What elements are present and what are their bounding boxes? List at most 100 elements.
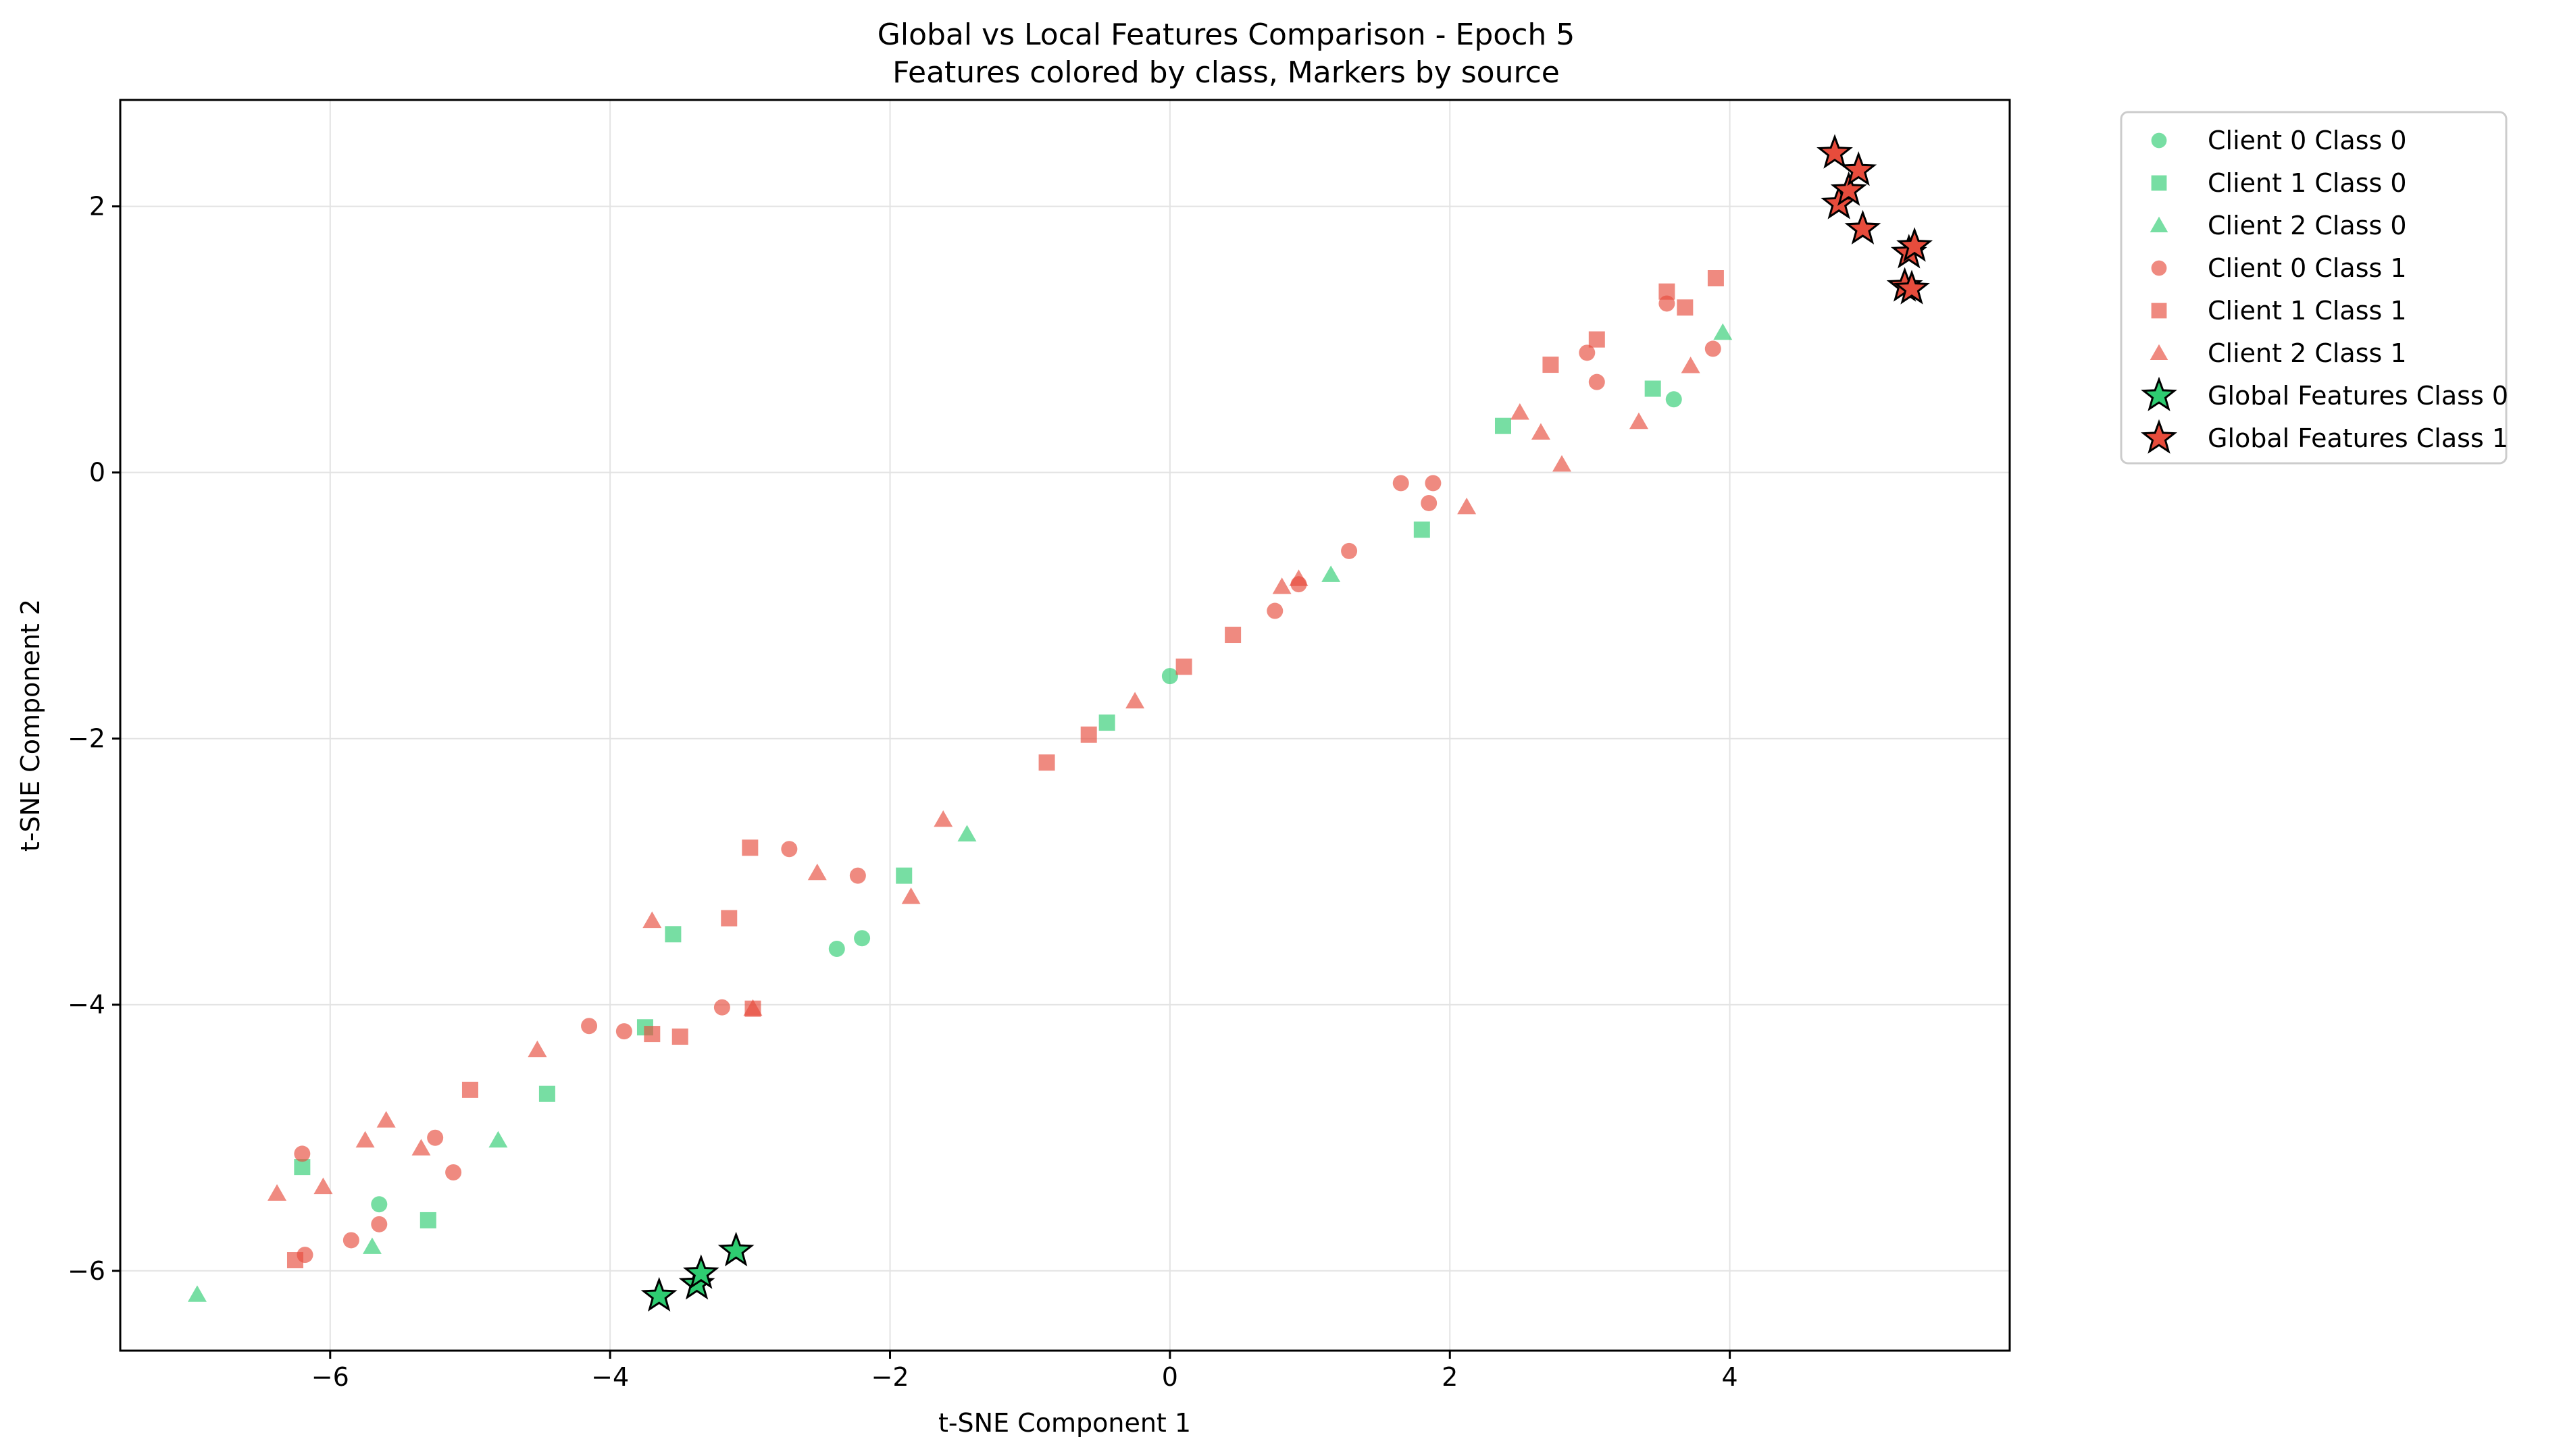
data-point — [445, 1164, 462, 1180]
legend-marker — [2141, 376, 2177, 411]
data-point — [1421, 494, 1438, 511]
data-point — [528, 1040, 547, 1058]
data-point — [1080, 726, 1097, 743]
legend-marker — [2150, 216, 2168, 232]
data-point — [1588, 331, 1605, 348]
y-axis-label: t-SNE Component 2 — [16, 599, 45, 852]
data-point — [1644, 380, 1661, 397]
legend-label: Client 1 Class 0 — [2208, 168, 2407, 198]
data-point — [1704, 340, 1721, 357]
data-point — [1531, 423, 1550, 440]
data-point — [1457, 497, 1477, 515]
data-point — [187, 1285, 207, 1302]
data-point — [355, 1130, 375, 1148]
data-point — [1552, 454, 1572, 472]
legend-label: Client 0 Class 0 — [2208, 126, 2407, 155]
data-point — [1579, 344, 1596, 361]
data-point — [1038, 754, 1055, 771]
data-point — [411, 1139, 431, 1156]
data-point — [896, 867, 913, 884]
y-tick-label: 0 — [89, 458, 105, 488]
data-point — [615, 1023, 632, 1040]
x-tick-label: −4 — [591, 1362, 629, 1392]
y-tick-label: −6 — [68, 1256, 105, 1286]
global-feature-point — [1840, 151, 1877, 186]
data-point — [1629, 412, 1648, 430]
legend-label: Global Features Class 0 — [2208, 381, 2508, 411]
data-point — [1225, 627, 1242, 644]
x-tick-label: 2 — [1442, 1362, 1458, 1392]
data-point — [1713, 323, 1733, 340]
data-point — [268, 1184, 287, 1201]
data-point — [1681, 357, 1700, 373]
global-feature-point — [1844, 209, 1881, 245]
global-feature-point — [640, 1276, 678, 1312]
legend-marker — [2151, 132, 2167, 149]
data-point — [1272, 577, 1292, 594]
data-point — [313, 1177, 333, 1195]
y-tick-label: 2 — [89, 192, 105, 222]
x-tick-label: −2 — [871, 1362, 909, 1392]
legend-items: Client 0 Class 0 Client 1 Class 0 Client 2… — [2141, 126, 2508, 454]
data-point — [671, 1029, 688, 1045]
legend: Client 0 Class 0 Client 1 Class 0 Client 2… — [2120, 111, 2508, 465]
data-point — [581, 1018, 598, 1035]
x-axis-label: t-SNE Component 1 — [938, 1408, 1191, 1438]
chart-subtitle: Features colored by class, Markers by so… — [892, 55, 1560, 90]
data-point — [1707, 270, 1724, 287]
data-point — [1267, 602, 1284, 619]
data-point — [934, 810, 953, 827]
data-point — [286, 1252, 303, 1269]
data-point — [742, 839, 759, 856]
legend-marker — [2151, 303, 2167, 319]
x-tick-label: 0 — [1162, 1362, 1178, 1392]
data-point — [721, 910, 738, 927]
legend-marker — [2151, 260, 2167, 276]
data-point — [957, 825, 977, 842]
y-tick-label: −2 — [68, 724, 105, 754]
data-point — [427, 1129, 444, 1146]
legend-marker — [2150, 344, 2168, 360]
legend-box — [2120, 111, 2508, 465]
global-feature-point — [682, 1254, 719, 1289]
data-point — [807, 863, 827, 881]
data-point — [854, 930, 871, 947]
data-point — [1321, 565, 1341, 582]
global-feature-point — [1830, 171, 1867, 206]
data-point — [371, 1216, 388, 1232]
data-point — [1425, 475, 1442, 492]
data-point — [1098, 714, 1115, 731]
data-point — [644, 1026, 661, 1043]
grid-lines — [120, 100, 2010, 1351]
data-point — [1161, 668, 1178, 685]
data-point — [1289, 569, 1309, 586]
legend-label: Client 0 Class 1 — [2208, 253, 2407, 283]
data-point — [1658, 283, 1675, 300]
data-point — [849, 867, 866, 884]
global-feature-point — [1817, 134, 1853, 169]
data-point — [362, 1237, 382, 1254]
data-point — [376, 1111, 396, 1128]
data-point — [488, 1130, 508, 1148]
plot-frame — [119, 99, 2011, 1352]
data-point — [713, 999, 730, 1016]
axis-ticks: −6 −4 −2 0 2 4 −6 −4 −2 0 2 — [68, 192, 1738, 1392]
data-point — [1175, 658, 1192, 675]
legend-marker — [2151, 175, 2167, 191]
data-point — [743, 999, 763, 1016]
data-point — [781, 841, 798, 858]
data-point — [1542, 357, 1559, 373]
data-point — [1125, 692, 1145, 709]
y-tick-label: −4 — [68, 990, 105, 1020]
global-feature-point — [1896, 227, 1933, 262]
global-feature-point — [717, 1231, 755, 1267]
data-point — [1677, 299, 1694, 316]
data-point — [828, 940, 845, 957]
data-point — [538, 1085, 555, 1102]
data-point — [1341, 542, 1358, 559]
data-point — [420, 1212, 436, 1228]
data-point — [1588, 373, 1605, 390]
data-point — [901, 887, 921, 904]
data-point — [1665, 391, 1682, 408]
